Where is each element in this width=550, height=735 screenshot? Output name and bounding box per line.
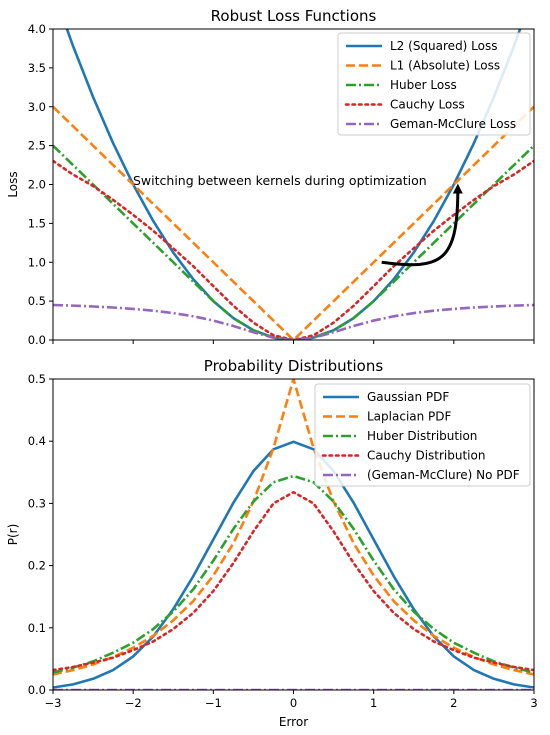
- legend-box: [337, 32, 531, 136]
- y-tick-label: 2.0: [28, 178, 46, 192]
- y-tick-label: 0.2: [28, 559, 46, 573]
- plot-area: [53, 379, 534, 690]
- legend-label: L2 (Squared) Loss: [390, 39, 498, 53]
- x-tick-label: 2: [450, 696, 457, 710]
- series-line-gaussian-pdf: [53, 440, 534, 689]
- y-tick-label: 3.0: [28, 100, 46, 114]
- y-axis-label: P(r): [6, 524, 20, 546]
- y-tick-label: 3.5: [28, 61, 46, 75]
- y-tick-label: 0.0: [28, 333, 46, 347]
- legend: L2 (Squared) Loss L1 (Absolute) Loss Huber…: [337, 32, 531, 136]
- legend-label: (Geman-McClure) No PDF: [367, 468, 520, 482]
- chart-title: Probability Distributions: [204, 357, 384, 375]
- legend-label: Huber Loss: [390, 78, 457, 92]
- annotation-text: Switching between kernels during optimiz…: [133, 173, 427, 188]
- legend-label: Laplacian PDF: [367, 410, 452, 424]
- legend: Gaussian PDF Laplacian PDF Huber Distribut…: [314, 383, 531, 487]
- legend-label: Cauchy Distribution: [367, 449, 485, 463]
- x-tick-label: −1: [205, 696, 222, 710]
- y-tick-label: 1.0: [28, 255, 46, 269]
- series-line-l1-absolute-loss: [53, 105, 534, 340]
- legend-label: Huber Distribution: [367, 429, 477, 443]
- y-tick-label: 0.0: [28, 683, 46, 697]
- x-tick-label: 3: [530, 696, 537, 710]
- x-tick-label: −3: [45, 696, 62, 710]
- legend-label: Cauchy Loss: [390, 98, 465, 112]
- series-line-geman-mcclure-loss: [53, 303, 534, 340]
- legend-label: Gaussian PDF: [367, 390, 449, 404]
- series-line-huber-loss: [53, 144, 534, 340]
- y-axis-label: Loss: [6, 171, 20, 197]
- series-line-laplacian-pdf: [53, 379, 534, 676]
- legend-label: L1 (Absolute) Loss: [390, 59, 500, 73]
- y-tick-label: 0.3: [28, 496, 46, 510]
- y-tick-label: 1.5: [28, 216, 46, 230]
- chart-title: Robust Loss Functions: [211, 7, 377, 25]
- probability-distributions-panel: −3 −2 −1 0 1 2 3 0.0 0.1 0.2 0.3 0.4 0.5 Probability …: [6, 357, 538, 729]
- x-tick-label: 0: [290, 696, 297, 710]
- series-line-cauchy-loss: [53, 159, 534, 340]
- y-tick-label: 0.5: [28, 372, 46, 386]
- x-tick-label: −2: [125, 696, 142, 710]
- y-tick-label: 0.4: [28, 434, 46, 448]
- x-axis-label: Error: [279, 715, 308, 729]
- legend-box: [314, 383, 531, 487]
- y-tick-label: 0.5: [28, 294, 46, 308]
- series-line-cauchy-distribution: [53, 490, 534, 672]
- y-tick-label: 2.5: [28, 139, 46, 153]
- y-tick-label: 0.1: [28, 621, 46, 635]
- series-line-huber-distribution: [53, 474, 534, 674]
- annotation-arrow: [381, 183, 463, 267]
- loss-functions-panel: Switching between kernels during optimiz…: [6, 7, 535, 347]
- y-tick-label: 4.0: [28, 22, 46, 36]
- legend-label: Geman-McClure Loss: [390, 117, 516, 131]
- x-tick-label: 1: [370, 696, 377, 710]
